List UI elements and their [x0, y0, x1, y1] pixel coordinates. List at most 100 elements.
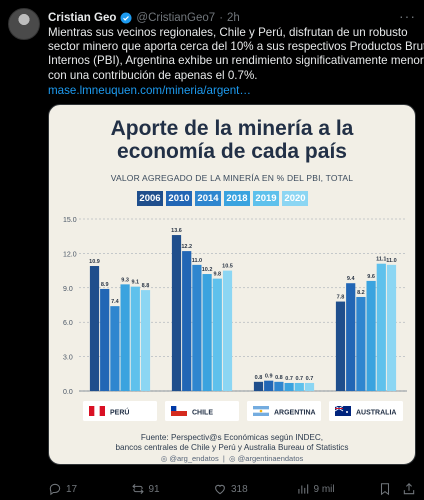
bar	[274, 381, 284, 391]
bar	[264, 380, 274, 391]
bar	[294, 382, 304, 391]
bar	[356, 296, 366, 391]
share-icon[interactable]	[402, 482, 416, 496]
legend-item: 2010	[166, 191, 192, 206]
like-button[interactable]: 318	[213, 482, 296, 496]
legend-item: 2014	[195, 191, 221, 206]
legend-item: 2020	[282, 191, 308, 206]
flag-peru-center	[94, 406, 100, 416]
data-label: 10.5	[222, 264, 233, 270]
flag-chile-canton	[171, 406, 177, 411]
bar	[171, 235, 182, 391]
data-label: 11.0	[192, 258, 202, 264]
repost-button[interactable]: 91	[131, 482, 214, 496]
bookmark-icon[interactable]	[378, 482, 392, 496]
like-count: 318	[231, 483, 248, 495]
data-label: 0.8	[275, 375, 283, 381]
data-label: 9.1	[131, 280, 139, 286]
bar	[100, 288, 110, 391]
tweet-header: Cristian Geo @CristianGeo7 · 2h	[48, 8, 240, 28]
bar	[346, 283, 356, 391]
tail-actions	[378, 482, 416, 496]
source-line: Fuente: Perspectiv@s Económicas según IN…	[140, 433, 324, 442]
reply-count: 17	[66, 483, 78, 495]
data-label: 7.8	[337, 295, 345, 301]
y-tick-label: 3.0	[63, 355, 73, 362]
bar	[304, 382, 315, 391]
bar	[386, 264, 397, 391]
data-label: 11.1	[376, 257, 386, 263]
data-label: 10.9	[89, 259, 100, 265]
instagram-icon: ◎	[229, 454, 236, 463]
chart-title-line: economía de cada país	[117, 140, 347, 163]
header-separator: ·	[219, 12, 224, 24]
bar	[284, 382, 294, 391]
chart-title-line: Aporte de la minería a la	[110, 117, 354, 140]
data-label: 9.8	[213, 272, 221, 278]
reply-button[interactable]: 17	[48, 482, 131, 496]
category-label: AUSTRALIA	[356, 410, 396, 417]
bar	[110, 306, 120, 391]
more-options-icon[interactable]: ···	[399, 8, 416, 24]
flag-australia-star	[346, 411, 348, 413]
views-button[interactable]: 9 mil	[296, 482, 379, 496]
data-label: 8.9	[101, 282, 109, 288]
chart-social-handles: ◎ @arg_endatos | ◎ @argentinaendatos	[160, 454, 304, 463]
bar	[366, 280, 376, 391]
chart-image[interactable]: Aporte de la minería a la economía de ca…	[48, 104, 416, 465]
legend-item: 2018	[224, 191, 250, 206]
flag-chile-white	[171, 406, 187, 411]
data-label: 12.2	[181, 244, 192, 250]
repost-icon	[131, 483, 144, 495]
view-count: 9 mil	[313, 483, 335, 495]
data-label: 8.2	[357, 290, 365, 296]
tweet-timestamp[interactable]: 2h	[227, 12, 240, 24]
chart-title: Aporte de la minería a la economía de ca…	[49, 117, 415, 163]
data-label: 7.4	[111, 299, 120, 305]
legend-item: 2019	[253, 191, 279, 206]
source-line: bancos centrales de Chile y Perú y Austr…	[115, 443, 349, 452]
data-label: 8.8	[142, 283, 150, 289]
category-label: CHILE	[192, 410, 213, 417]
tweet-text-line: sector minero que aporta cerca del 10% a…	[48, 40, 424, 54]
data-label: 0.8	[255, 375, 263, 381]
y-tick-label: 0.0	[63, 389, 73, 396]
tweet-actions: 17 91 318 9 mil	[48, 479, 416, 499]
data-label: 13.6	[171, 228, 182, 234]
chart-source: Fuente: Perspectiv@s Económicas según IN…	[49, 433, 415, 453]
data-label: 0.7	[306, 376, 314, 382]
data-label: 0.7	[285, 376, 293, 382]
bar	[222, 270, 233, 391]
author-name[interactable]: Cristian Geo	[48, 12, 117, 24]
legend-item: 2006	[137, 191, 163, 206]
author-avatar[interactable]	[8, 8, 40, 40]
bar	[182, 251, 192, 391]
data-label: 10.2	[202, 267, 213, 273]
bar	[335, 301, 346, 391]
chart-legend: 2006 2010 2014 2018 2019 2020	[137, 191, 308, 206]
bar-chart: 0.0 3.0 6.0 9.0 12.0 15.0 10.9 8.9 7.4 9.3 9.18.8 P…	[63, 217, 407, 421]
heart-icon	[215, 484, 225, 495]
chart-subtitle: VALOR AGREGADO DE LA MINERÍA EN % DEL PB…	[110, 173, 354, 183]
data-label: 11.0	[386, 258, 396, 264]
y-tick-label: 9.0	[63, 286, 73, 293]
y-tick-label: 12.0	[63, 251, 77, 258]
bar	[202, 274, 212, 391]
author-handle[interactable]: @CristianGeo7	[136, 12, 216, 24]
bar	[253, 381, 264, 391]
category-label: ARGENTINA	[274, 410, 316, 417]
tweet-text-line: Internos (PBI), Argentina exhibe un rend…	[48, 54, 424, 68]
tweet-text-line: Mientras sus vecinos regionales, Chile y…	[48, 26, 408, 39]
article-link[interactable]: mase.lmneuquen.com/mineria/argent…	[48, 84, 251, 97]
data-label: 9.3	[121, 277, 129, 283]
category-label: PERÚ	[110, 408, 129, 417]
twitter-icon: ◎	[160, 454, 168, 463]
bar	[140, 290, 151, 391]
bar	[212, 278, 222, 391]
data-label: 0.7	[295, 376, 303, 382]
tweet-text: Mientras sus vecinos regionales, Chile y…	[48, 26, 424, 83]
data-label: 0.9	[265, 374, 273, 380]
y-tick-label: 6.0	[63, 320, 73, 327]
repost-count: 91	[148, 483, 160, 495]
tweet-text-line: con una contribución de apenas el 0.7%.	[48, 68, 258, 82]
